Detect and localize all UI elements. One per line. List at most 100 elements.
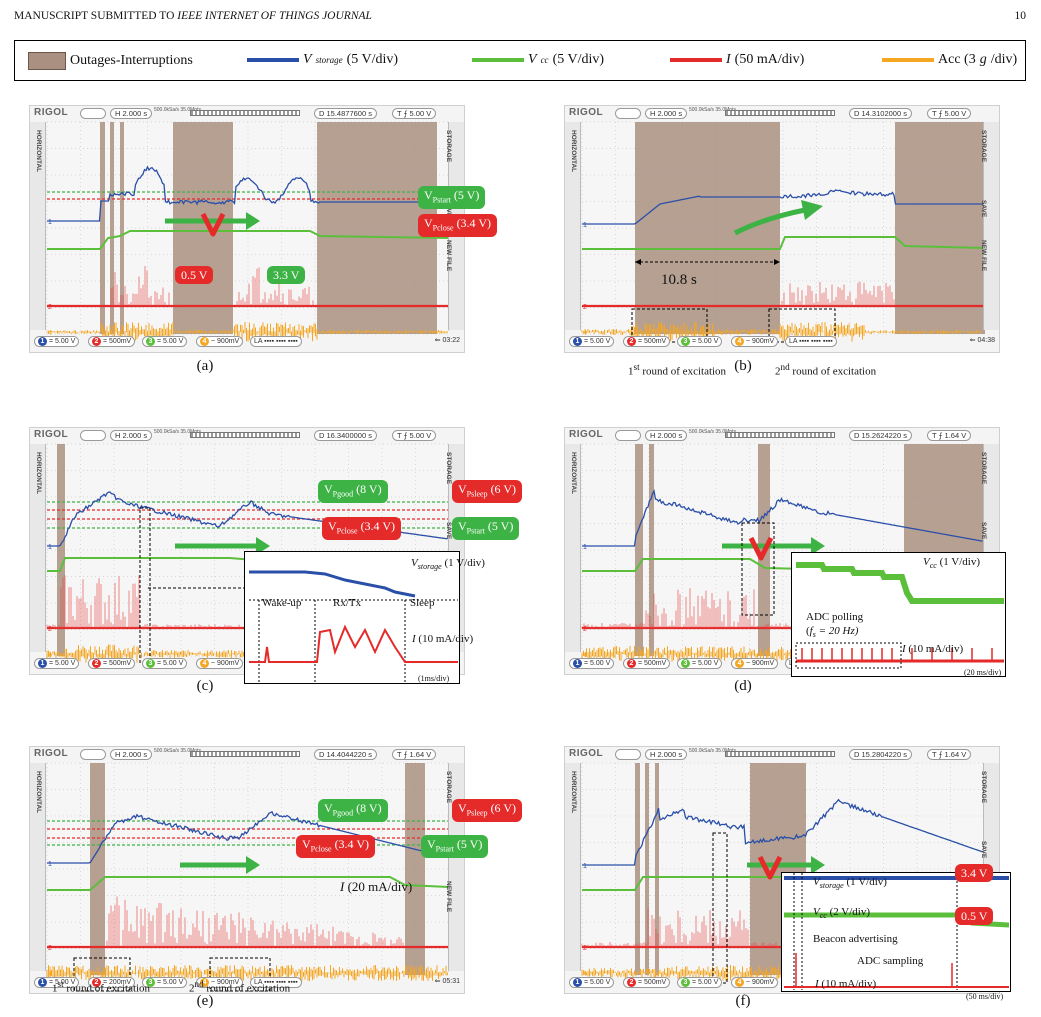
arrow-head [811, 856, 825, 874]
vcc-trace [47, 230, 450, 250]
horizontal-position: D 14.3102000 s [849, 108, 912, 119]
ch1-chip[interactable]: 1 = 5.00 V [569, 658, 615, 669]
outage-region [635, 444, 643, 656]
left-softkeys: HORIZONTAL [565, 122, 581, 330]
round1-label: 1st round of excitation [52, 979, 151, 995]
acc-trace [46, 322, 448, 342]
ch4-chip[interactable]: 4 ~ 900mV [196, 977, 244, 988]
outage-region [57, 444, 65, 656]
caption-b: (b) [734, 358, 752, 374]
memory-bar [725, 110, 835, 116]
sample-rate: 500.0kSa/s 35.0Mpts [689, 107, 736, 113]
vpgood-tag: VPgood (8 V) [318, 799, 388, 823]
scope-screen: RIGOL H 2.000 s 500.0kSa/s 35.0Mpts D 15.26… [564, 427, 1000, 675]
timebase: H 2.000 s [645, 430, 688, 441]
ch4-chip[interactable]: 4 ~ 900mV [196, 658, 244, 669]
left-softkeys: HORIZONTAL [30, 444, 46, 652]
ch4-marker: 4 [583, 330, 587, 337]
vpstart-tag: VPstart (5 V) [418, 186, 486, 210]
outage-region [90, 763, 105, 975]
inset-current-label: I (10 mA/div) [902, 643, 964, 655]
ch2-marker: 2 [583, 304, 587, 311]
ch1-chip[interactable]: 1 = 5.00 V [34, 658, 80, 669]
vpgood-tag: VPgood (8 V) [318, 480, 388, 504]
inset-vstorage-label: Vstorage (1 V/div) [411, 557, 485, 572]
round1-label: 1st round of excitation [628, 362, 727, 378]
ch2-chip[interactable]: 2 = 500mV [88, 658, 136, 669]
clock: ⇐ 03:22 [434, 337, 460, 344]
arrow-head [246, 856, 260, 874]
trigger-level: T ⨍ 1.64 V [927, 749, 972, 760]
vcc-trace [47, 876, 450, 891]
rxtx-label: Rx/Tx [333, 597, 362, 609]
ch2-chip[interactable]: 2 = 500mV [88, 336, 136, 347]
outage-region [645, 763, 649, 975]
ch2-chip[interactable]: 2 = 200mV [88, 977, 136, 988]
arrow-head [811, 537, 825, 555]
ch4-chip[interactable]: 4 ~ 900mV [731, 977, 779, 988]
adc-sampling-label: ADC sampling [857, 955, 924, 967]
caption-a: (a) [196, 358, 214, 374]
duration-label: 10.8 s [661, 272, 697, 288]
ch2-chip[interactable]: 2 = 500mV [623, 977, 671, 988]
inset-c [244, 551, 460, 684]
ch3-chip[interactable]: 3 = 5.00 V [142, 658, 188, 669]
horizontal-position: D 16.3400000 s [314, 430, 377, 441]
ch4-marker: 4 [583, 971, 587, 978]
ch3-chip[interactable]: 3 = 5.00 V [142, 336, 188, 347]
vpsleep-tag: VPsleep (6 V) [452, 799, 523, 823]
outage-swatch [28, 52, 66, 70]
ch2-chip[interactable]: 2 = 500mV [623, 658, 671, 669]
current-spikes [781, 281, 895, 306]
ch4-chip[interactable]: 4 ~ 900mV [731, 658, 779, 669]
round2-label: 2nd round of excitation [775, 362, 877, 378]
horizontal-position: D 15.4877600 s [314, 108, 377, 119]
wakeup-label: Wake-up [262, 597, 302, 609]
outage-region [649, 444, 654, 656]
ch1-chip[interactable]: 1 = 5.00 V [569, 336, 615, 347]
vpstart-tag: VPstart (5 V) [421, 835, 489, 859]
inset-vstorage-label: Vstorage (1 V/div) [813, 876, 887, 891]
ch3-chip[interactable]: 3 = 5.00 V [677, 658, 723, 669]
ch4-marker: 4 [48, 330, 52, 337]
trigger-level: T ⨍ 1.64 V [927, 430, 972, 441]
la-chip[interactable]: LA ▪▪▪▪ ▪▪▪▪ ▪▪▪▪ [785, 336, 837, 347]
clock: ⇐ 05:31 [434, 978, 460, 985]
outage-region [635, 122, 780, 334]
timebase: H 2.000 s [645, 749, 688, 760]
drop-3.3v-tag: 3.3 V [267, 266, 306, 284]
caption-e: (e) [196, 993, 214, 1009]
ch1-chip[interactable]: 1 = 5.00 V [34, 977, 80, 988]
ch3-chip[interactable]: 3 = 5.00 V [142, 977, 188, 988]
la-chip[interactable]: LA ▪▪▪▪ ▪▪▪▪ ▪▪▪▪ [250, 336, 302, 347]
legend-acc: Acc (3 g/div) [882, 52, 1017, 68]
ch1-chip[interactable]: 1 = 5.00 V [34, 336, 80, 347]
ch4-chip[interactable]: 4 ~ 900mV [731, 336, 779, 347]
scope-panel-e: RIGOL H 2.000 s 500.0kSa/s 35.0Mpts D 14.40… [29, 746, 465, 1008]
scope-screen: RIGOL H 2.000 s 500.0kSa/s 35.0Mpts D 14.31… [564, 105, 1000, 353]
ch2-chip[interactable]: 2 = 500mV [623, 336, 671, 347]
ch4-chip[interactable]: 4 ~ 900mV [196, 336, 244, 347]
current-spikes [106, 896, 404, 947]
timebase: H 2.000 s [110, 430, 153, 441]
inset-d [791, 552, 1006, 677]
ch2-marker: 2 [48, 626, 52, 633]
red-drop-mark [757, 855, 783, 880]
horizontal-position: D 15.2624220 s [849, 430, 912, 441]
ch3-chip[interactable]: 3 = 5.00 V [677, 977, 723, 988]
memory-bar [190, 432, 300, 438]
la-chip[interactable]: LA ▪▪▪▪ ▪▪▪▪ ▪▪▪▪ [250, 977, 302, 988]
arrow-head [256, 537, 270, 555]
horizontal-position: D 15.2804220 s [849, 749, 912, 760]
ch3-chip[interactable]: 3 = 5.00 V [677, 336, 723, 347]
inset-vcc-label: Vcc (2 V/div) [813, 906, 871, 921]
scope-topbar: RIGOL H 2.000 s 500.0kSa/s 35.0Mpts D 15.26… [565, 428, 1001, 444]
ch1-chip[interactable]: 1 = 5.00 V [569, 977, 615, 988]
outage-region [895, 122, 985, 334]
ch1-marker: 1 [583, 863, 587, 870]
scope-brand: RIGOL [34, 107, 69, 118]
scope-topbar: RIGOL H 2.000 s 500.0kSa/s 35.0Mpts D 14.31… [565, 106, 1001, 122]
